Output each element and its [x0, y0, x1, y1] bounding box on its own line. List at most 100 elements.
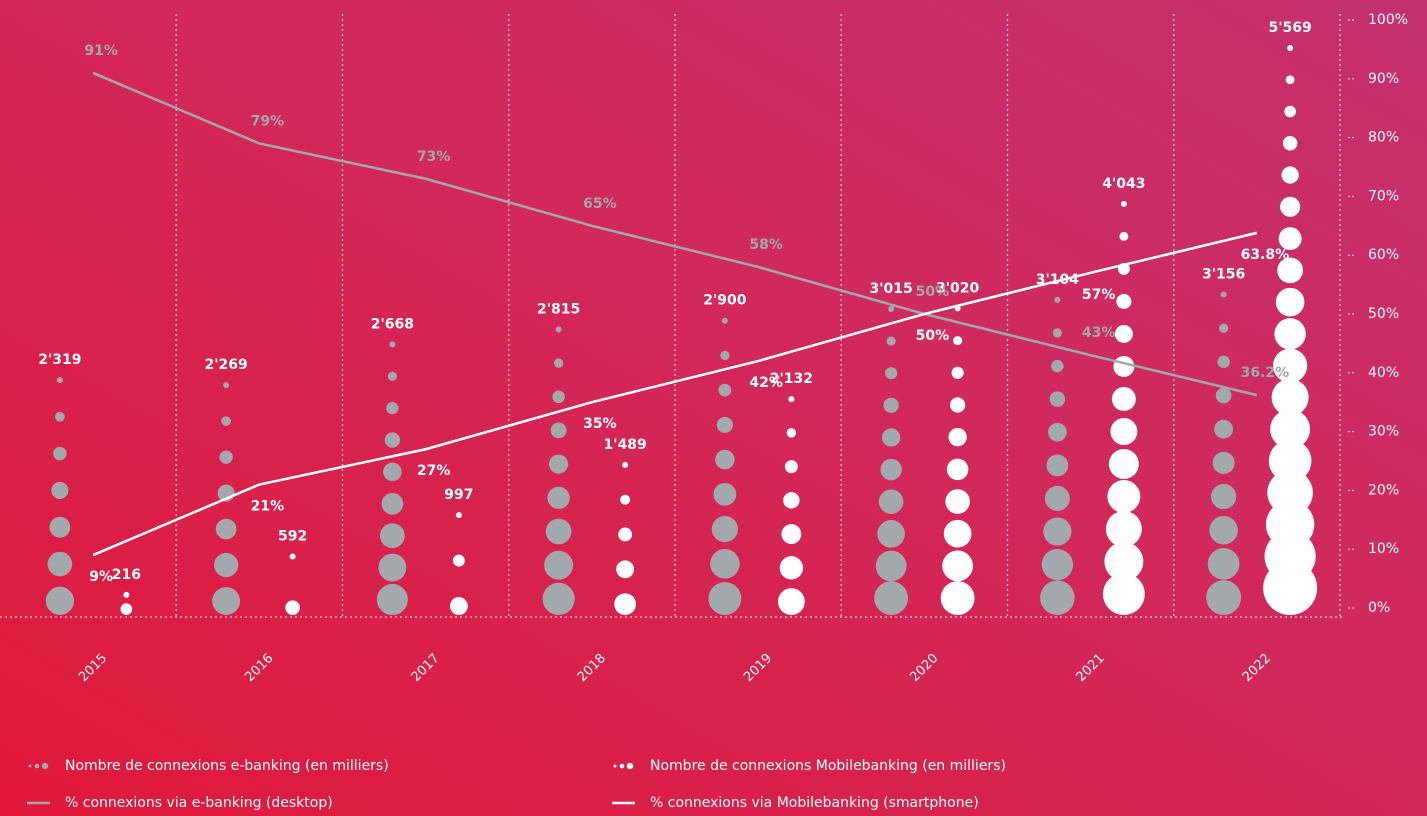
y-tick-label: 0%: [1368, 600, 1390, 616]
dot: [1220, 291, 1227, 298]
dot: [56, 377, 63, 384]
dot: [711, 515, 738, 543]
dot-column: [708, 317, 742, 615]
value-label: 1'489: [603, 437, 646, 453]
x-tick-label: 2015: [76, 651, 110, 685]
dot-column: [1206, 291, 1242, 615]
legend-key: [626, 762, 634, 770]
dot-column: [874, 305, 909, 615]
dot: [1105, 511, 1142, 547]
dot: [708, 582, 742, 615]
dot: [788, 396, 795, 403]
dot: [123, 591, 130, 598]
dot: [219, 450, 233, 464]
dot: [877, 520, 905, 548]
dot: [945, 489, 970, 514]
legend-label: Nombre de connexions Mobilebanking (en m…: [650, 758, 1006, 774]
dot: [948, 427, 967, 447]
y-tick-label: 50%: [1368, 306, 1399, 322]
dot: [614, 593, 637, 615]
dot: [45, 586, 75, 615]
value-label: 63.8%: [1241, 247, 1290, 263]
dot: [383, 462, 402, 482]
dot: [386, 402, 399, 415]
dot: [1043, 517, 1072, 546]
dot: [223, 382, 230, 389]
dot: [1113, 355, 1135, 377]
dot: [886, 336, 896, 346]
dot: [713, 482, 737, 506]
value-label: 2'319: [38, 352, 81, 368]
dot: [1267, 469, 1313, 516]
dot-column: [45, 377, 75, 615]
dot: [1206, 580, 1242, 615]
dot: [781, 524, 802, 545]
legend-label: Nombre de connexions e-banking (en milli…: [65, 758, 389, 774]
dot: [951, 366, 964, 379]
dot: [387, 371, 397, 381]
dot: [542, 582, 575, 615]
value-label: 21%: [251, 499, 285, 515]
dot-column: [940, 305, 975, 615]
dot: [1046, 454, 1069, 477]
dot: [1282, 136, 1298, 151]
dot: [946, 458, 969, 481]
dot: [1044, 485, 1070, 511]
value-label: 9%: [89, 569, 113, 585]
legend-label: % connexions via e-banking (desktop): [65, 795, 333, 811]
dot: [721, 317, 728, 324]
value-label: 35%: [583, 416, 617, 432]
dot: [1274, 318, 1306, 350]
dot: [1271, 378, 1309, 416]
dot: [1041, 548, 1074, 581]
legend-key: [613, 764, 617, 768]
dot: [618, 527, 633, 542]
dot-column: [449, 512, 468, 615]
value-label: 997: [444, 487, 473, 503]
dot: [777, 588, 805, 615]
dot: [1048, 422, 1067, 442]
value-label: 43%: [1082, 325, 1116, 341]
legend-label: % connexions via Mobilebanking (smartpho…: [650, 795, 979, 811]
value-label: 36.2%: [1241, 365, 1290, 381]
dot: [47, 551, 73, 577]
dot: [1116, 293, 1132, 309]
dot: [553, 358, 564, 368]
value-label: 50%: [916, 284, 950, 300]
y-tick-label: 70%: [1368, 188, 1399, 204]
dot-column: [614, 461, 637, 615]
dot-column: [1263, 45, 1318, 615]
value-label: 58%: [749, 237, 783, 253]
dot: [1215, 387, 1232, 404]
dot: [221, 416, 231, 426]
dot: [550, 422, 567, 439]
dot: [715, 449, 735, 470]
y-tick-label: 40%: [1368, 365, 1399, 381]
dot: [881, 428, 901, 447]
dot: [289, 553, 296, 560]
dot: [376, 583, 408, 615]
dot: [1052, 328, 1062, 338]
y-tick-label: 100%: [1368, 12, 1408, 28]
value-label: 91%: [84, 43, 118, 59]
value-label: 3'015: [869, 281, 912, 297]
x-tick-label: 2021: [1074, 651, 1108, 685]
dot: [1217, 355, 1230, 369]
value-label: 57%: [1082, 287, 1116, 303]
dot: [1278, 227, 1302, 251]
dot: [1265, 500, 1315, 549]
dot: [212, 587, 241, 615]
dot: [1212, 451, 1235, 474]
dot: [940, 581, 975, 615]
dot: [1051, 359, 1064, 373]
dot: [784, 460, 798, 474]
dot: [942, 550, 974, 582]
dot: [215, 518, 237, 540]
dot: [1120, 200, 1127, 207]
value-label: 42%: [749, 375, 783, 391]
y-tick-label: 80%: [1368, 130, 1399, 146]
dot: [1108, 449, 1139, 479]
dot: [1107, 480, 1141, 513]
dot: [1287, 45, 1294, 51]
